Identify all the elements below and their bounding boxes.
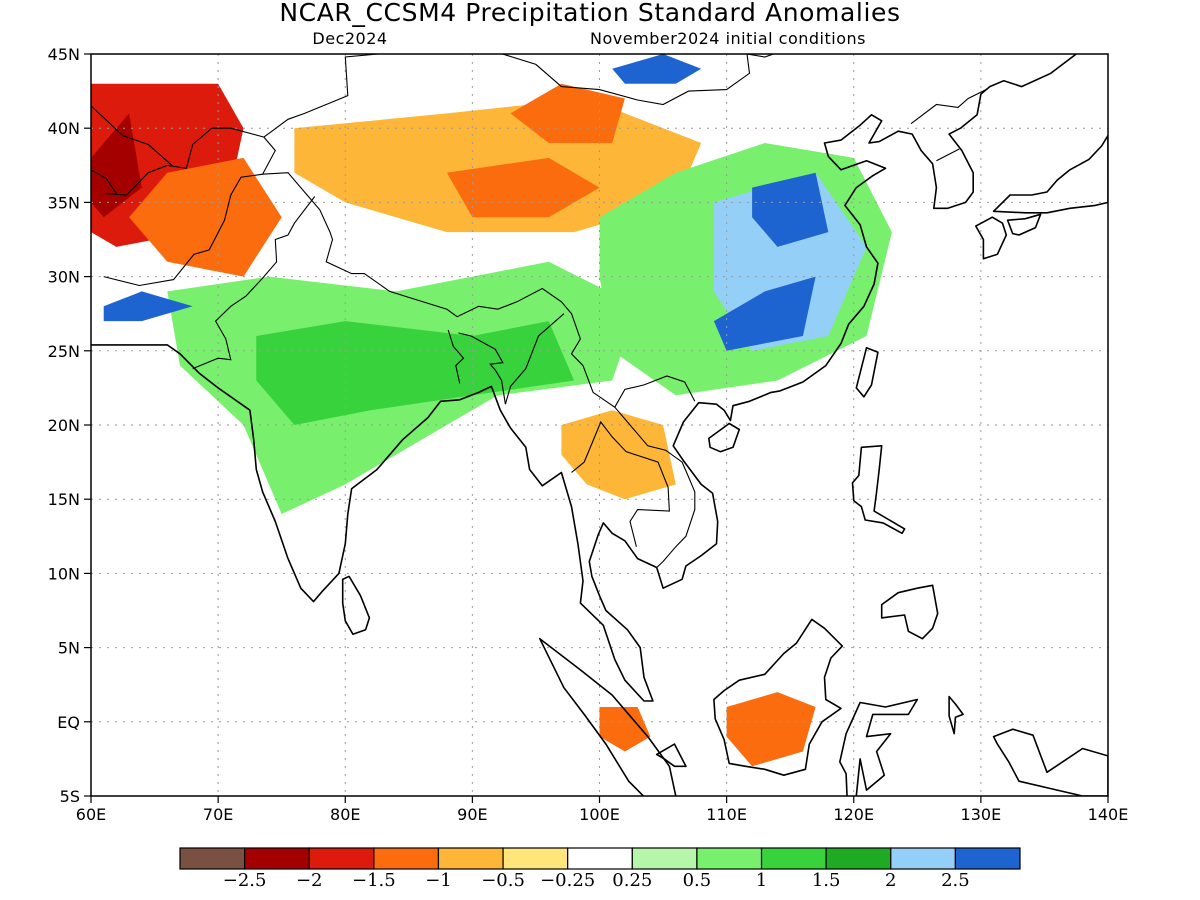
map-plot-area bbox=[91, 54, 1108, 796]
colorbar-label: 2 bbox=[885, 870, 896, 891]
lon-tick-label: 90E bbox=[457, 805, 487, 824]
colorbar-label: −2.5 bbox=[223, 870, 267, 891]
island-outline-11 bbox=[992, 728, 1108, 796]
country-border-4 bbox=[614, 406, 696, 568]
anomaly-region-1 bbox=[91, 113, 142, 218]
island-outline-1 bbox=[707, 422, 741, 453]
colorbar-swatch-3 bbox=[373, 847, 440, 870]
country-border-11 bbox=[936, 148, 960, 162]
island-outline-4 bbox=[713, 618, 844, 777]
colorbar-label: 0.25 bbox=[612, 870, 652, 891]
island-outline-2 bbox=[855, 346, 879, 398]
country-border-2 bbox=[458, 332, 506, 405]
country-border-3 bbox=[504, 313, 565, 405]
island-outline-9 bbox=[992, 134, 1108, 214]
country-border-1 bbox=[447, 329, 465, 384]
lat-tick-label: 10N bbox=[48, 564, 80, 583]
lat-tick-label: 30N bbox=[48, 268, 80, 287]
anomaly-region-12 bbox=[713, 276, 816, 351]
colorbar-swatch-9 bbox=[760, 847, 827, 870]
anomaly-region-14 bbox=[561, 410, 676, 500]
lon-tick-label: 100E bbox=[579, 805, 620, 824]
anomaly-region-16 bbox=[599, 707, 651, 752]
island-outline-6 bbox=[851, 444, 906, 535]
country-border-0 bbox=[262, 172, 696, 408]
map-title: NCAR_CCSM4 Precipitation Standard Anomal… bbox=[279, 0, 900, 27]
lon-tick-label: 70E bbox=[203, 805, 233, 824]
lat-lon-grid bbox=[91, 54, 1108, 796]
island-outline-0 bbox=[341, 575, 371, 636]
colorbar-swatch-4 bbox=[437, 847, 504, 870]
colorbar-label: −1.5 bbox=[352, 870, 396, 891]
lat-tick-label: 5N bbox=[58, 639, 80, 658]
valid-month-label: Dec2024 bbox=[312, 29, 387, 48]
country-border-10 bbox=[910, 89, 987, 125]
lat-tick-label: EQ bbox=[57, 713, 80, 732]
island-outline-8 bbox=[974, 216, 1008, 260]
lon-tick-label: 120E bbox=[833, 805, 874, 824]
latitude-axis: 45N 40N 35N 30N 25N 20N 15N 10N 5N EQ 5S bbox=[48, 45, 91, 806]
colorbar-swatch-8 bbox=[696, 847, 763, 870]
island-outline-12 bbox=[948, 695, 964, 735]
colorbar-label: 0.5 bbox=[683, 870, 712, 891]
lon-tick-label: 80E bbox=[330, 805, 360, 824]
colorbar-label: −0.5 bbox=[481, 870, 525, 891]
colorbar-swatch-7 bbox=[631, 847, 698, 870]
anomaly-region-2 bbox=[129, 157, 282, 277]
country-border-13 bbox=[91, 169, 117, 194]
colorbar-swatch-0 bbox=[179, 847, 246, 870]
anomaly-region-8 bbox=[103, 291, 193, 322]
lat-tick-label: 20N bbox=[48, 416, 80, 435]
island-outline-5 bbox=[838, 698, 919, 796]
colorbar-label: −1 bbox=[425, 870, 452, 891]
initial-conditions-label: November2024 initial conditions bbox=[590, 29, 866, 48]
colorbar: −2.5 −2 −1.5 −1 −0.5 −0.25 0.25 0.5 1 1.5 2 2.5 bbox=[179, 847, 1021, 891]
colorbar-swatch-12 bbox=[954, 847, 1021, 870]
country-border-5 bbox=[571, 420, 670, 547]
colorbar-label: 1 bbox=[756, 870, 767, 891]
anomaly-region-13 bbox=[612, 54, 702, 84]
colorbar-swatch-10 bbox=[825, 847, 892, 870]
lon-tick-label: 130E bbox=[961, 805, 1002, 824]
country-border-6 bbox=[103, 127, 276, 287]
country-border-7 bbox=[192, 196, 316, 370]
colorbar-swatch-1 bbox=[244, 847, 310, 870]
lon-tick-label: 140E bbox=[1088, 805, 1129, 824]
anomaly-region-4 bbox=[446, 157, 600, 218]
anomaly-region-7 bbox=[256, 321, 575, 425]
mainland-coastline-0 bbox=[91, 54, 1077, 702]
lat-tick-label: 25N bbox=[48, 342, 80, 361]
country-borders bbox=[91, 54, 987, 568]
lat-tick-label: 15N bbox=[48, 490, 80, 509]
coastlines bbox=[91, 54, 1108, 796]
island-outline-7 bbox=[880, 584, 939, 640]
colorbar-swatch-6 bbox=[567, 847, 633, 870]
country-border-8 bbox=[263, 54, 379, 138]
anomaly-region-11 bbox=[752, 172, 829, 247]
country-border-12 bbox=[91, 105, 174, 168]
colorbar-label: 1.5 bbox=[812, 870, 841, 891]
colorbar-label: 2.5 bbox=[941, 870, 970, 891]
longitude-axis: 60E 70E 80E 90E 100E 110E 120E 130E 140E bbox=[76, 796, 1129, 824]
colorbar-swatch-11 bbox=[890, 847, 956, 870]
colorbar-label: −0.25 bbox=[540, 870, 595, 891]
lat-tick-label: 45N bbox=[48, 45, 80, 64]
colorbar-swatch-5 bbox=[502, 847, 569, 870]
country-border-9 bbox=[500, 54, 775, 106]
lat-tick-label: 5S bbox=[60, 787, 80, 806]
colorbar-swatch-2 bbox=[308, 847, 375, 870]
island-outline-3 bbox=[538, 637, 677, 796]
colorbar-label: −2 bbox=[296, 870, 323, 891]
lon-tick-label: 60E bbox=[76, 805, 106, 824]
lon-tick-label: 110E bbox=[706, 805, 747, 824]
lat-tick-label: 40N bbox=[48, 119, 80, 138]
anomaly-region-15 bbox=[726, 692, 816, 767]
island-outline-10 bbox=[1006, 213, 1042, 236]
island-outline-14 bbox=[655, 743, 687, 768]
lat-tick-label: 35N bbox=[48, 193, 80, 212]
